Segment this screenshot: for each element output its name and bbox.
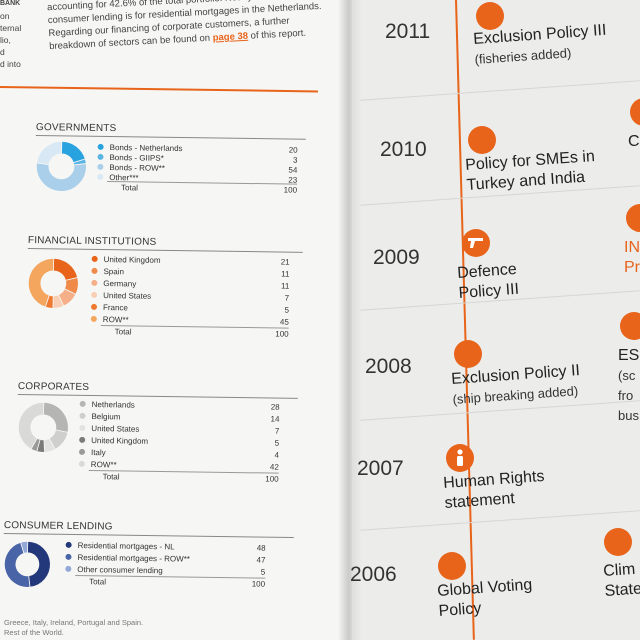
- timeline-line: [455, 0, 475, 640]
- timeline-entry: Exclusion Policy II (ship breaking added…: [450, 362, 581, 407]
- timeline-year: 2010: [380, 138, 427, 161]
- timeline-dot-icon: [454, 340, 482, 368]
- donut-slice: [36, 140, 63, 166]
- timeline-year: 2011: [385, 20, 431, 43]
- timeline-entry: Exclusion Policy III (fisheries added): [472, 21, 607, 67]
- donut-chart: [35, 140, 87, 192]
- right-page: [350, 0, 640, 640]
- donut-slice: [27, 540, 51, 588]
- timeline-entry: Global Voting Policy: [436, 576, 533, 620]
- donut-chart: [4, 540, 51, 588]
- cut-off-text: Clim State: [602, 560, 640, 600]
- timeline-year: 2006: [350, 563, 397, 586]
- section-financial-institutions: FINANCIAL INSTITUTIONS United Kingdom 21 S…: [27, 235, 303, 339]
- cut-off-text: C: [628, 133, 640, 150]
- cut-off-text: ES (sc fro bus: [618, 347, 640, 423]
- donut-chart: [28, 257, 79, 309]
- donut-slice: [20, 540, 29, 554]
- timeline-dot-icon: [620, 312, 640, 340]
- cut-off-text: IN Pr: [624, 239, 640, 276]
- donut-slice: [18, 401, 45, 450]
- donut-chart: [18, 401, 69, 453]
- timeline-entry: Human Rights statement: [442, 467, 545, 512]
- timeline-year: 2008: [365, 355, 412, 378]
- gun-icon: [462, 229, 490, 257]
- donut-slice: [35, 162, 87, 192]
- margin-text: BANK on ternal lio, d d into: [0, 0, 22, 69]
- timeline-dot-icon: [630, 98, 640, 126]
- section-consumer-lending: CONSUMER LENDING Residential mortgages -…: [3, 520, 294, 589]
- timeline-year: 2007: [357, 457, 404, 480]
- person-icon: [446, 444, 474, 472]
- left-page: accounting for 42.6% of the total portfo…: [0, 0, 350, 640]
- separator: [360, 80, 640, 101]
- timeline-dot-icon: [476, 2, 504, 30]
- timeline-dot-icon: [604, 528, 632, 556]
- timeline-entry: Defence Policy III: [456, 260, 520, 302]
- donut-slice: [28, 257, 55, 308]
- footnotes: Greece, Italy, Ireland, Portugal and Spa…: [4, 618, 144, 637]
- section-corporates: CORPORATES Netherlands 28 Belgium 14 United …: [17, 381, 298, 484]
- timeline-dot-icon: [626, 204, 640, 232]
- timeline-dot-icon: [468, 126, 496, 154]
- timeline-year: 2009: [373, 246, 420, 269]
- section-governments: GOVERNMENTS Bonds - Netherlands 20 Bonds -…: [35, 122, 306, 195]
- separator: [360, 510, 640, 531]
- timeline-dot-icon: [438, 552, 466, 580]
- book-spine: [338, 0, 362, 640]
